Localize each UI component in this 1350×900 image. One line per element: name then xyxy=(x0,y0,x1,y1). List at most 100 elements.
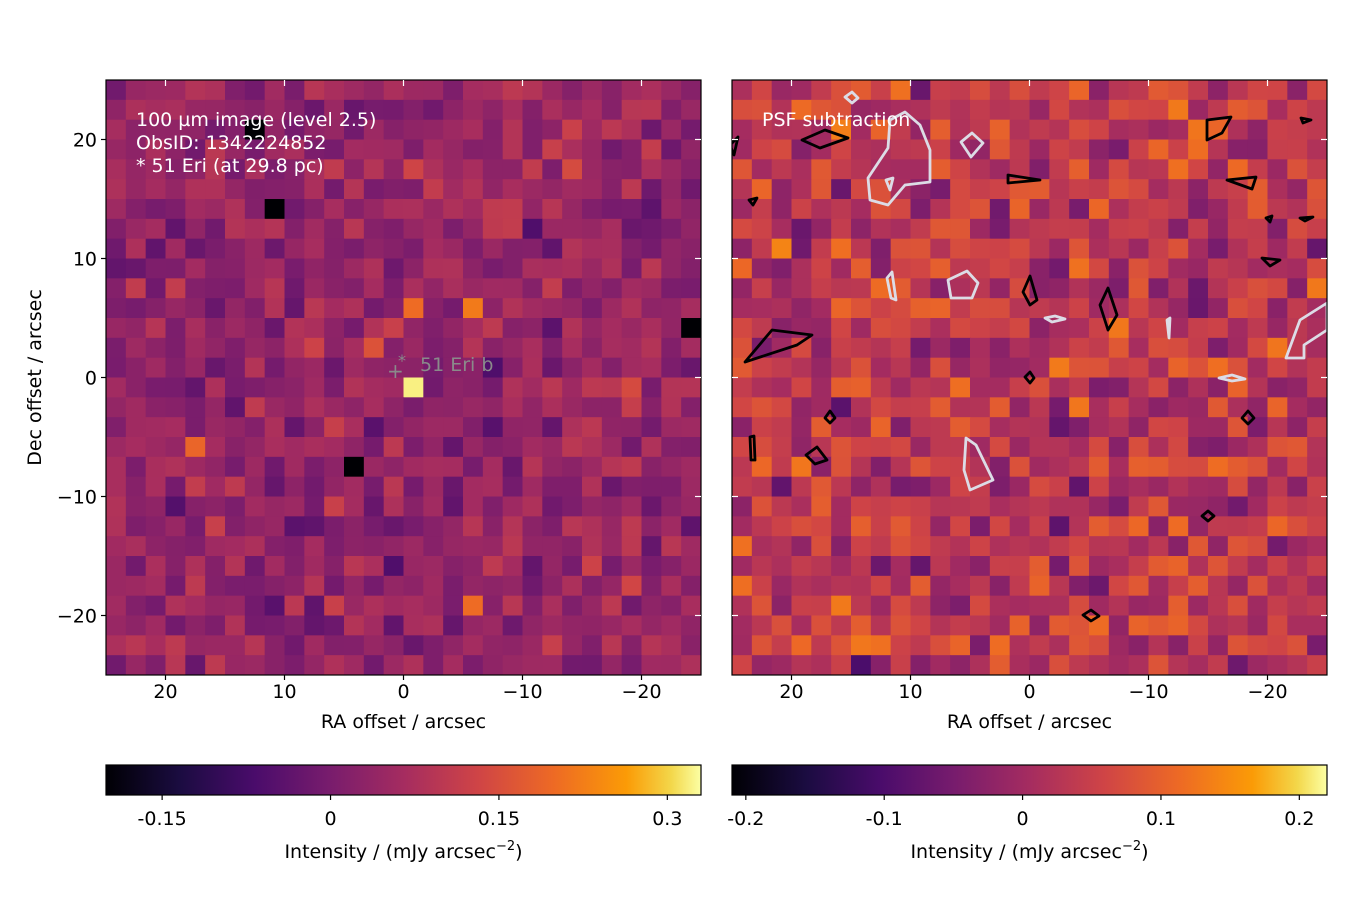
heatmap-cell xyxy=(205,337,226,359)
heatmap-cell xyxy=(522,536,543,557)
heatmap-cell xyxy=(641,615,662,636)
heatmap-cell xyxy=(1307,159,1327,180)
heatmap-cell xyxy=(732,119,753,141)
heatmap-cell xyxy=(1029,615,1050,636)
heatmap-cell xyxy=(751,278,773,299)
heatmap-cell xyxy=(751,238,773,260)
heatmap-cell xyxy=(621,258,643,279)
heatmap-cell xyxy=(930,476,951,498)
heatmap-cell xyxy=(1029,516,1050,537)
heatmap-cell xyxy=(1188,298,1209,319)
heatmap-cell xyxy=(443,476,464,498)
heatmap-cell xyxy=(950,199,971,220)
heatmap-cell xyxy=(732,278,753,299)
heatmap-cell xyxy=(582,80,603,101)
heatmap-cell xyxy=(106,575,127,597)
heatmap-cell xyxy=(423,337,444,359)
heatmap-cell xyxy=(125,496,147,517)
heatmap-cell xyxy=(989,635,1011,656)
heatmap-cell xyxy=(562,556,583,577)
heatmap-cell xyxy=(324,318,345,339)
heatmap-cell xyxy=(225,298,246,319)
heatmap-cell xyxy=(185,99,206,121)
heatmap-cell xyxy=(870,377,892,398)
heatmap-cell xyxy=(482,159,504,180)
heatmap-cell xyxy=(562,337,583,359)
heatmap-cell xyxy=(811,556,832,577)
heatmap-cell xyxy=(185,417,206,438)
x-tick-label: 20 xyxy=(779,681,803,703)
heatmap-cell xyxy=(732,536,753,557)
heatmap-cell xyxy=(225,655,246,675)
colorbar-tick-label: 0 xyxy=(324,808,336,830)
heatmap-cell xyxy=(1148,377,1169,398)
heatmap-cell xyxy=(681,655,701,675)
heatmap-cell xyxy=(811,456,832,478)
heatmap-cell xyxy=(284,298,305,319)
heatmap-cell xyxy=(205,496,226,517)
heatmap-cell xyxy=(1049,318,1070,339)
heatmap-cell xyxy=(522,99,543,121)
y-tick-label: −10 xyxy=(57,487,97,509)
heatmap-cell xyxy=(1307,595,1327,617)
heatmap-cell xyxy=(1009,575,1031,597)
heatmap-cell xyxy=(1227,238,1249,260)
heatmap-cell xyxy=(1168,99,1189,121)
heatmap-cell xyxy=(1049,615,1070,636)
heatmap-cell xyxy=(145,417,167,438)
heatmap-cell xyxy=(542,417,563,438)
heatmap-cell xyxy=(1009,199,1031,220)
contour-line xyxy=(804,445,829,466)
heatmap-cell xyxy=(1089,377,1110,398)
heatmap-cell xyxy=(1247,159,1269,180)
heatmap-cell xyxy=(950,80,971,101)
heatmap-cell xyxy=(205,655,226,675)
heatmap-cell xyxy=(641,496,662,517)
heatmap-cell xyxy=(1227,218,1249,240)
heatmap-cell xyxy=(930,199,951,220)
heatmap-cell xyxy=(621,595,643,617)
heatmap-cell xyxy=(522,298,543,319)
heatmap-cell xyxy=(1148,199,1169,220)
heatmap-cell xyxy=(890,377,912,398)
heatmap-cell xyxy=(1267,218,1288,240)
heatmap-cell xyxy=(403,139,424,160)
heatmap-cell xyxy=(1029,417,1050,438)
heatmap-cell xyxy=(145,536,167,557)
heatmap-cell xyxy=(324,476,345,498)
heatmap-cell xyxy=(1009,218,1031,240)
heatmap-cell xyxy=(950,635,971,656)
heatmap-cell xyxy=(890,575,912,597)
heatmap-cell xyxy=(831,437,852,458)
heatmap-cell xyxy=(1307,456,1327,478)
heatmap-cell xyxy=(1247,496,1269,517)
heatmap-cell xyxy=(732,377,753,398)
heatmap-cell xyxy=(1307,99,1327,121)
heatmap-cell xyxy=(324,218,345,240)
heatmap-cell xyxy=(930,635,951,656)
heatmap-cell xyxy=(732,615,753,636)
heatmap-cell xyxy=(205,357,226,379)
heatmap-cell xyxy=(1069,476,1090,498)
heatmap-cell xyxy=(621,615,643,636)
heatmap-cell xyxy=(1128,139,1150,160)
heatmap-cell xyxy=(106,536,127,557)
heatmap-cell xyxy=(1287,397,1308,418)
heatmap-cell xyxy=(910,258,931,279)
heatmap-cell xyxy=(811,595,832,617)
heatmap-cell xyxy=(681,595,701,617)
heatmap-cell xyxy=(522,258,543,279)
heatmap-cell xyxy=(165,218,186,240)
heatmap-cell xyxy=(304,199,325,220)
heatmap-cell xyxy=(383,357,405,379)
heatmap-cell xyxy=(641,199,662,220)
heatmap-cell xyxy=(1049,159,1070,180)
heatmap-cell xyxy=(502,516,524,537)
heatmap-cell xyxy=(1227,99,1249,121)
heatmap-cell xyxy=(502,635,524,656)
heatmap-cell xyxy=(910,615,931,636)
heatmap-cell xyxy=(1128,357,1150,379)
heatmap-cell xyxy=(950,397,971,418)
heatmap-cell xyxy=(930,377,951,398)
heatmap-cell xyxy=(1029,318,1050,339)
